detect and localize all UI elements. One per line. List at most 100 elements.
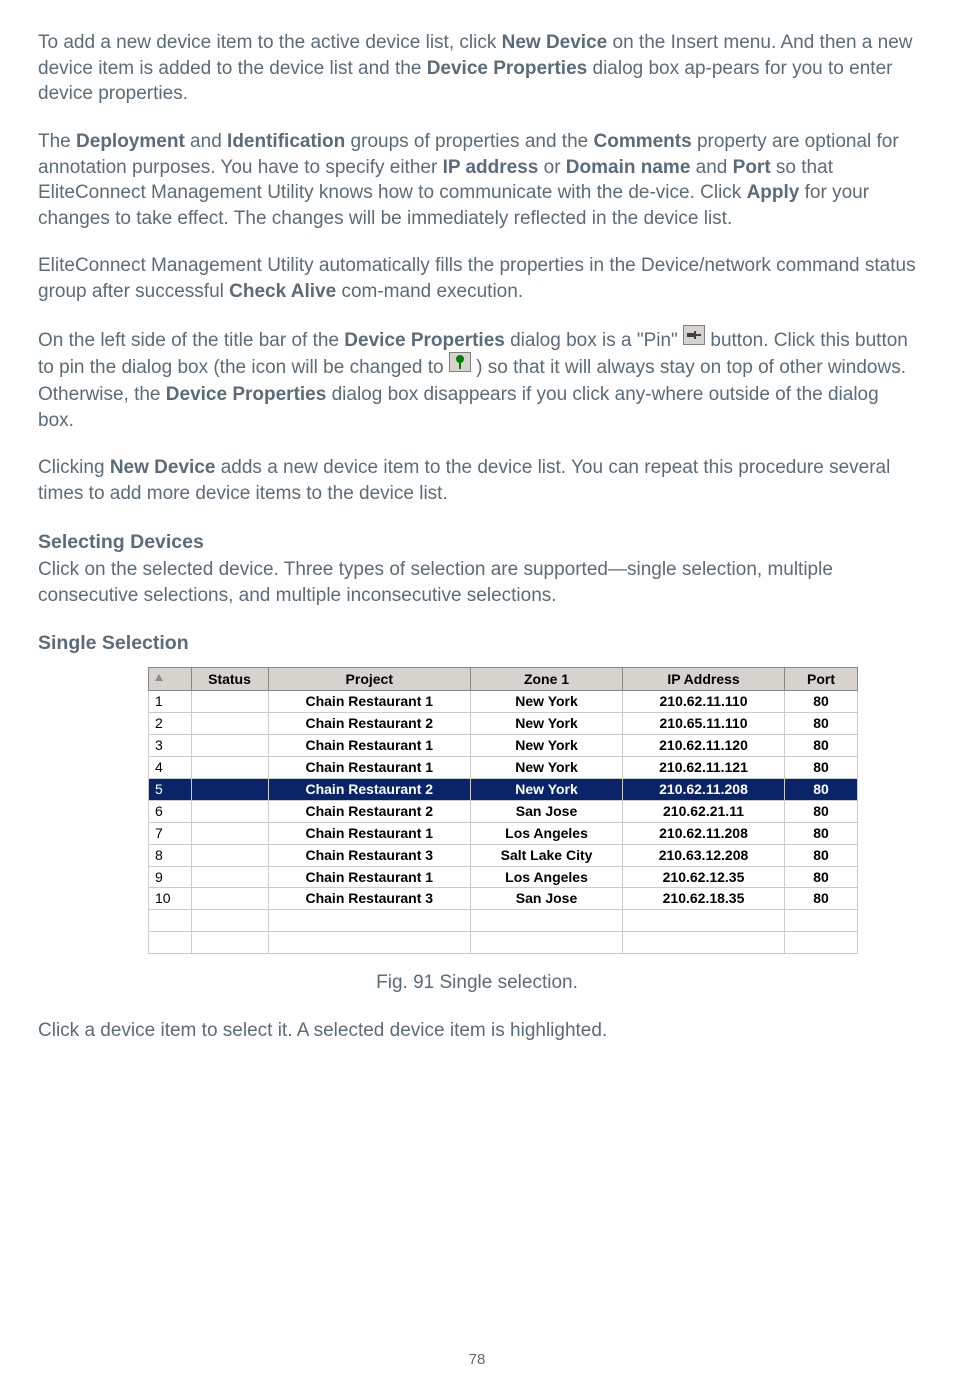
column-header-port[interactable]: Port bbox=[785, 667, 858, 691]
bold-apply: Apply bbox=[747, 182, 800, 203]
bold-new-device: New Device bbox=[502, 32, 608, 53]
paragraph-deployment: The Deployment and Identification groups… bbox=[38, 129, 916, 232]
cell-ip: 210.62.11.110 bbox=[622, 691, 784, 713]
text: dialog box is a "Pin" bbox=[505, 330, 678, 351]
cell-zone: New York bbox=[471, 735, 623, 757]
paragraph-selecting-devices: Click on the selected device. Three type… bbox=[38, 557, 916, 608]
paragraph-pin: On the left side of the title bar of the… bbox=[38, 327, 916, 434]
cell-status bbox=[191, 757, 268, 779]
table-row[interactable]: 2Chain Restaurant 2New York210.65.11.110… bbox=[149, 713, 858, 735]
cell-zone: Salt Lake City bbox=[471, 844, 623, 866]
text: or bbox=[538, 157, 565, 178]
cell-empty bbox=[149, 932, 192, 954]
cell-index: 8 bbox=[149, 844, 192, 866]
cell-ip: 210.63.12.208 bbox=[622, 844, 784, 866]
table-row[interactable]: 3Chain Restaurant 1New York210.62.11.120… bbox=[149, 735, 858, 757]
bold-comments: Comments bbox=[594, 131, 692, 152]
cell-project: Chain Restaurant 2 bbox=[268, 778, 471, 800]
cell-ip: 210.62.18.35 bbox=[622, 888, 784, 910]
table-row[interactable]: 8Chain Restaurant 3Salt Lake City210.63.… bbox=[149, 844, 858, 866]
cell-ip: 210.62.11.208 bbox=[622, 778, 784, 800]
bold-device-properties-3: Device Properties bbox=[166, 384, 327, 405]
cell-status bbox=[191, 713, 268, 735]
paragraph-click-to-select: Click a device item to select it. A sele… bbox=[38, 1018, 916, 1044]
cell-status bbox=[191, 844, 268, 866]
cell-zone: Los Angeles bbox=[471, 822, 623, 844]
cell-status bbox=[191, 800, 268, 822]
column-header-zone[interactable]: Zone 1 bbox=[471, 667, 623, 691]
cell-empty bbox=[785, 910, 858, 932]
pin-vertical-icon bbox=[449, 352, 471, 380]
cell-port: 80 bbox=[785, 800, 858, 822]
table-row[interactable]: 7Chain Restaurant 1Los Angeles210.62.11.… bbox=[149, 822, 858, 844]
bold-domain-name: Domain name bbox=[566, 157, 691, 178]
cell-port: 80 bbox=[785, 822, 858, 844]
column-header-status[interactable]: Status bbox=[191, 667, 268, 691]
cell-ip: 210.62.12.35 bbox=[622, 866, 784, 888]
cell-zone: New York bbox=[471, 691, 623, 713]
cell-status bbox=[191, 778, 268, 800]
table-row[interactable]: 4Chain Restaurant 1New York210.62.11.121… bbox=[149, 757, 858, 779]
cell-status bbox=[191, 691, 268, 713]
table-row-empty bbox=[149, 932, 858, 954]
table-header-row: Status Project Zone 1 IP Address Port bbox=[149, 667, 858, 691]
cell-empty bbox=[191, 932, 268, 954]
cell-project: Chain Restaurant 1 bbox=[268, 691, 471, 713]
cell-index: 5 bbox=[149, 778, 192, 800]
cell-status bbox=[191, 866, 268, 888]
cell-empty bbox=[622, 910, 784, 932]
paragraph-new-device-repeat: Clicking New Device adds a new device it… bbox=[38, 455, 916, 506]
cell-empty bbox=[471, 910, 623, 932]
table-row[interactable]: 9Chain Restaurant 1Los Angeles210.62.12.… bbox=[149, 866, 858, 888]
cell-zone: New York bbox=[471, 778, 623, 800]
column-header-ip[interactable]: IP Address bbox=[622, 667, 784, 691]
bold-ip-address: IP address bbox=[443, 157, 539, 178]
bold-new-device-2: New Device bbox=[110, 457, 216, 478]
cell-port: 80 bbox=[785, 735, 858, 757]
cell-empty bbox=[191, 910, 268, 932]
cell-port: 80 bbox=[785, 888, 858, 910]
sort-ascending-icon bbox=[155, 674, 163, 681]
device-table: Status Project Zone 1 IP Address Port 1 C… bbox=[148, 667, 858, 955]
bold-device-properties: Device Properties bbox=[427, 58, 588, 79]
table-row[interactable]: 5 Chain Restaurant 2New York210.62.11.208… bbox=[149, 778, 858, 800]
cell-ip: 210.62.11.121 bbox=[622, 757, 784, 779]
figure-caption: Fig. 91 Single selection. bbox=[38, 970, 916, 996]
cell-index: 1 bbox=[149, 691, 192, 713]
table-row[interactable]: 1 Chain Restaurant 1New York210.62.11.110… bbox=[149, 691, 858, 713]
device-table-wrap: Status Project Zone 1 IP Address Port 1 C… bbox=[148, 667, 858, 955]
cell-ip: 210.62.11.120 bbox=[622, 735, 784, 757]
cell-project: Chain Restaurant 1 bbox=[268, 866, 471, 888]
column-header-project[interactable]: Project bbox=[268, 667, 471, 691]
bold-check-alive: Check Alive bbox=[229, 281, 336, 302]
cell-empty bbox=[785, 932, 858, 954]
cell-status bbox=[191, 822, 268, 844]
table-row[interactable]: 6Chain Restaurant 2San Jose210.62.21.118… bbox=[149, 800, 858, 822]
table-body: 1Chain Restaurant 1New York210.62.11.110… bbox=[149, 691, 858, 954]
paragraph-check-alive: EliteConnect Management Utility automati… bbox=[38, 253, 916, 304]
text: The bbox=[38, 131, 76, 152]
cell-index: 10 bbox=[149, 888, 192, 910]
cell-port: 80 bbox=[785, 778, 858, 800]
column-header-index[interactable] bbox=[149, 667, 192, 691]
cell-index: 4 bbox=[149, 757, 192, 779]
cell-port: 80 bbox=[785, 866, 858, 888]
page-number: 78 bbox=[0, 1350, 954, 1370]
bold-port: Port bbox=[733, 157, 771, 178]
cell-status bbox=[191, 735, 268, 757]
bold-identification: Identification bbox=[227, 131, 345, 152]
cell-zone: Los Angeles bbox=[471, 866, 623, 888]
cell-empty bbox=[622, 932, 784, 954]
cell-project: Chain Restaurant 3 bbox=[268, 888, 471, 910]
text: and bbox=[185, 131, 227, 152]
table-row[interactable]: 10Chain Restaurant 3San Jose210.62.18.35… bbox=[149, 888, 858, 910]
paragraph-add-device: To add a new device item to the active d… bbox=[38, 30, 916, 107]
text: On the left side of the title bar of the bbox=[38, 330, 344, 351]
cell-project: Chain Restaurant 2 bbox=[268, 800, 471, 822]
cell-index: 3 bbox=[149, 735, 192, 757]
cell-zone: San Jose bbox=[471, 800, 623, 822]
heading-selecting-devices: Selecting Devices bbox=[38, 529, 916, 555]
text: To add a new device item to the active d… bbox=[38, 32, 502, 53]
cell-index: 6 bbox=[149, 800, 192, 822]
cell-project: Chain Restaurant 2 bbox=[268, 713, 471, 735]
